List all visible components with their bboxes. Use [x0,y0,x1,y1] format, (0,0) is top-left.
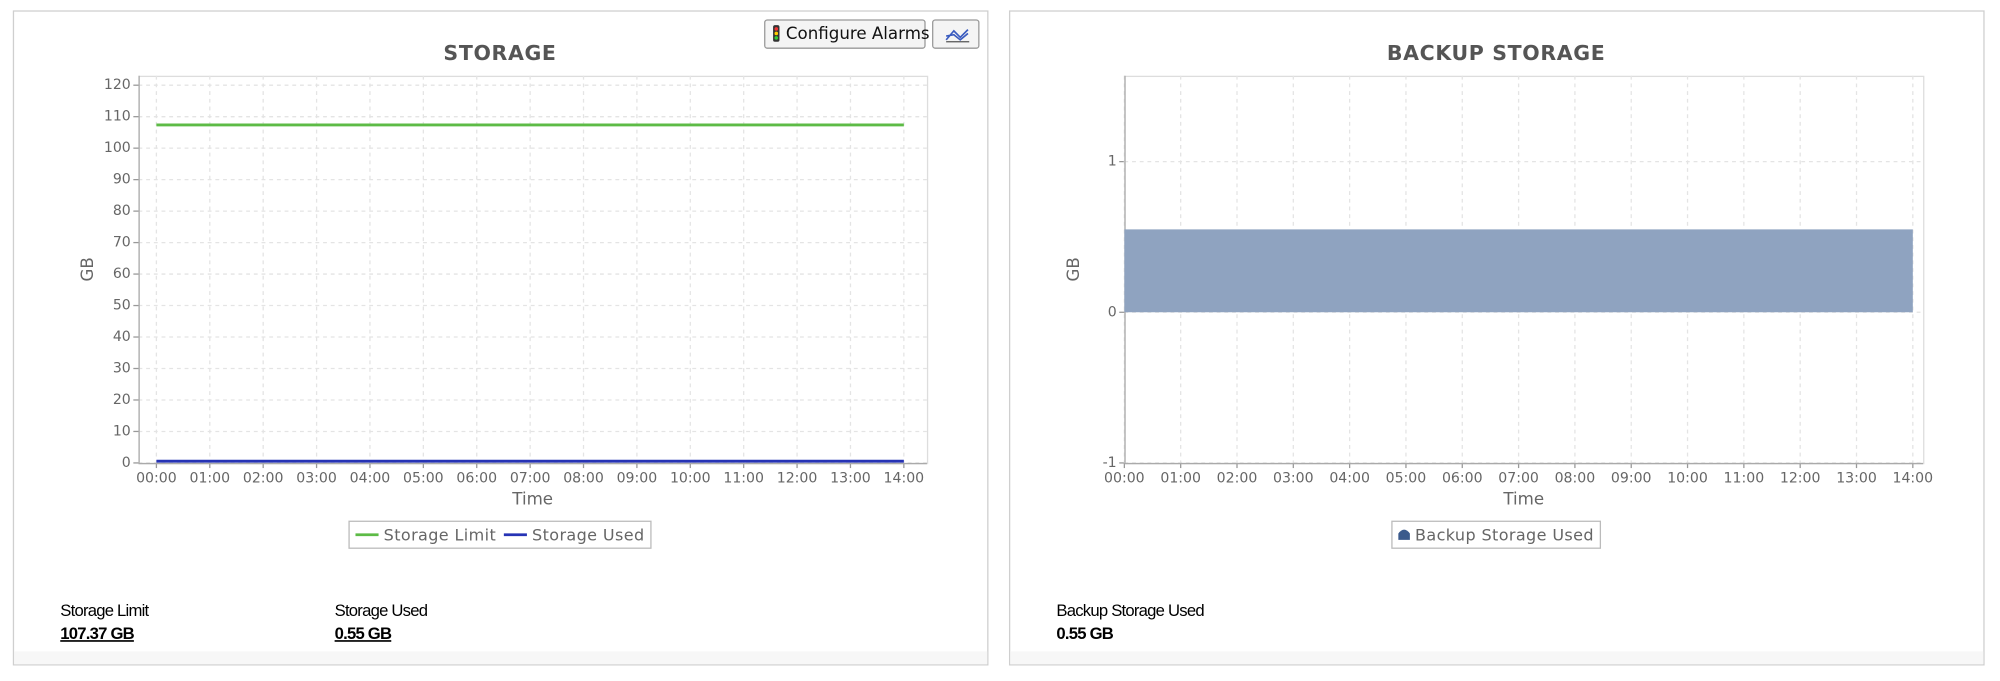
legend: Storage Limit Storage Used [348,520,652,549]
x-axis-label: Time [511,490,553,509]
x-tick-label: 03:00 [1273,470,1314,486]
x-tick-label: 03:00 [296,470,337,486]
y-tick-label: 30 [113,361,131,377]
legend-entry: Storage Limit [384,526,496,545]
summary-value[interactable]: 107.37 GB [60,624,135,643]
x-tick-label: 04:00 [1329,470,1370,486]
legend-swatch [1398,529,1410,540]
y-tick-label: 50 [113,298,131,314]
chart-title: STORAGE [443,41,556,65]
y-tick-label: 70 [113,235,131,251]
x-tick-label: 10:00 [670,470,711,486]
x-tick-label: 09:00 [1611,470,1652,486]
x-tick-label: 06:00 [1442,470,1483,486]
icon-dot [774,36,779,40]
button-label[interactable]: Configure Alarms [786,24,930,43]
x-tick-label: 02:00 [243,470,284,486]
panel-footer [1010,651,1984,665]
y-tick-label: 0 [122,455,131,471]
x-tick-label: 06:00 [456,470,497,486]
y-tick-label: 0 [1108,304,1117,320]
x-tick-label: 00:00 [1104,470,1145,486]
legend-entry: Storage Used [532,526,644,545]
y-tick-label: 1 [1108,154,1117,170]
button-frame[interactable] [932,19,980,49]
x-tick-label: 14:00 [1893,470,1934,486]
data-area [1124,229,1913,313]
button-frame[interactable] [764,19,926,49]
summary-label: Storage Used [335,601,428,620]
x-tick-label: 11:00 [1724,470,1765,486]
y-tick-label: 110 [104,109,131,125]
y-tick-label: 60 [113,266,131,282]
summary-label: Backup Storage Used [1056,601,1204,620]
y-tick-label: 90 [113,172,131,188]
x-tick-label: 01:00 [189,470,230,486]
x-tick-label: 10:00 [1667,470,1708,486]
summary-value: 0.55 GB [1056,624,1113,643]
y-tick-label: 40 [113,329,131,345]
x-tick-label: 11:00 [723,470,764,486]
legend-box [348,520,652,549]
chart-title: BACKUP STORAGE [1387,41,1606,65]
y-axis-label: GB [78,257,97,281]
y-axis-label: GB [1064,257,1083,281]
x-tick-label: 13:00 [830,470,871,486]
y-tick-label: -1 [1103,455,1117,471]
x-tick-label: 13:00 [1836,470,1877,486]
chart-icon [945,29,969,41]
x-tick-label: 14:00 [884,470,925,486]
panel-footer [14,651,988,665]
legend-box [1391,520,1602,549]
x-tick-label: 09:00 [617,470,658,486]
legend: Backup Storage Used [1391,520,1602,549]
legend-entry: Backup Storage Used [1415,526,1594,545]
y-tick-label: 20 [113,392,131,408]
x-tick-label: 12:00 [1780,470,1821,486]
x-tick-label: 08:00 [563,470,604,486]
x-tick-label: 02:00 [1217,470,1258,486]
x-tick-label: 07:00 [1498,470,1539,486]
x-tick-label: 00:00 [136,470,177,486]
x-tick-label: 05:00 [403,470,444,486]
icon-dot [774,31,779,36]
x-tick-label: 08:00 [1555,470,1596,486]
summary-label: Storage Limit [60,601,149,620]
plot-area [138,75,929,465]
summary-value[interactable]: 0.55 GB [335,624,393,643]
x-tick-label: 01:00 [1160,470,1201,486]
x-tick-label: 05:00 [1386,470,1427,486]
x-tick-label: 12:00 [777,470,818,486]
y-tick-label: 10 [113,423,131,439]
icon-dot [774,27,779,31]
x-tick-label: 04:00 [350,470,391,486]
y-tick-label: 100 [104,140,131,156]
chart-type-button[interactable] [932,19,980,49]
y-tick-label: 120 [104,77,131,93]
x-tick-label: 07:00 [510,470,551,486]
x-axis-label: Time [1502,490,1544,509]
configure-alarms-button[interactable]: Configure Alarms [764,19,930,49]
y-tick-label: 80 [113,203,131,219]
